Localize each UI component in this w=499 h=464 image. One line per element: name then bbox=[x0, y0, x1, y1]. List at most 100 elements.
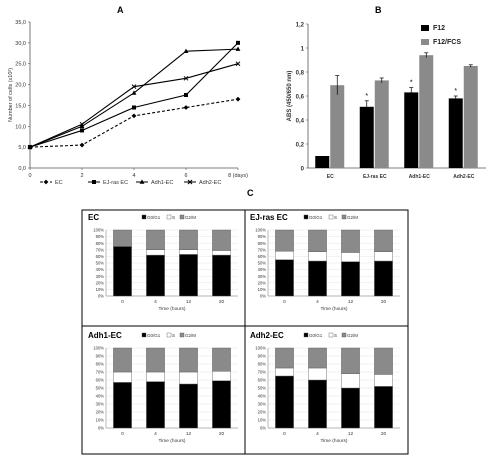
legend-label: G0/G1 bbox=[147, 333, 161, 338]
data-point bbox=[43, 179, 49, 185]
x-tick-label: 6 bbox=[184, 173, 187, 179]
y-tick-label: 60% bbox=[96, 378, 105, 383]
stacked-chart-adh1-ec: Adh1-EC G0/G1 S G2/M 0% 10% 20% 30% 40% 50% 60% 70%… bbox=[88, 331, 238, 444]
legend-label: G0/G1 bbox=[309, 215, 323, 220]
bar-segment-s bbox=[374, 374, 393, 387]
category-label: 20 bbox=[381, 431, 387, 437]
category-label: 4 bbox=[316, 431, 319, 437]
y-tick-label: 10% bbox=[258, 418, 267, 423]
significance-marker: * bbox=[454, 88, 457, 95]
bar-segment-g0-g1 bbox=[146, 381, 165, 429]
y-tick-label: 50% bbox=[258, 386, 267, 391]
y-tick-label: 70% bbox=[258, 247, 267, 252]
category-label: 4 bbox=[154, 431, 157, 437]
legend-entry: Adh2-EC bbox=[184, 179, 221, 186]
legend-entry: F12 bbox=[421, 25, 445, 32]
legend-label: G2/M bbox=[347, 333, 358, 338]
x-axis-label: Time (hours) bbox=[158, 438, 185, 444]
legend-swatch bbox=[341, 332, 347, 338]
chart-title: EJ-ras EC bbox=[250, 213, 288, 222]
bar-segment-g2-m bbox=[308, 229, 327, 252]
legend-label: Adh1-EC bbox=[151, 180, 173, 186]
data-point bbox=[235, 46, 241, 51]
legend-swatch bbox=[328, 332, 334, 338]
legend-swatch bbox=[328, 214, 334, 220]
x-axis-label: Time (hours) bbox=[158, 306, 185, 312]
bar-segment-s bbox=[341, 373, 360, 389]
stacked-chart-ec: EC G0/G1 S G2/M 0% 10% 20%30% 40%50% 60% 70%80% 90… bbox=[88, 213, 238, 312]
y-tick-label: 50% bbox=[96, 261, 105, 266]
bar-segment-g2-m bbox=[113, 347, 132, 373]
y-tick-label: 20,0 bbox=[15, 83, 26, 89]
y-tick-label: 100% bbox=[93, 346, 104, 351]
series-line-adh2-ec bbox=[27, 61, 241, 150]
bar-f12-fcs bbox=[463, 66, 478, 168]
legend-entry: Adh1-EC bbox=[136, 179, 173, 186]
y-axis-label: ABS (450/650 nm) bbox=[287, 71, 293, 122]
bar-segment-g0-g1 bbox=[275, 375, 294, 429]
panel-label-a: A bbox=[117, 5, 124, 15]
bar-segment-g2-m bbox=[179, 347, 198, 373]
y-tick-label: 80% bbox=[96, 241, 105, 246]
bar-segment-s bbox=[275, 250, 294, 260]
y-tick-label: 10% bbox=[96, 418, 105, 423]
legend-swatch bbox=[141, 214, 147, 220]
y-tick-label: 70% bbox=[96, 370, 105, 375]
y-tick-label: 80% bbox=[258, 362, 267, 367]
bar-segment-g2-m bbox=[113, 229, 132, 247]
bar-segment-g2-m bbox=[374, 229, 393, 252]
legend-label: EC bbox=[55, 180, 63, 186]
legend-label: Adh2-EC bbox=[199, 180, 221, 186]
y-tick-label: 10% bbox=[258, 287, 267, 292]
bar-segment-s bbox=[212, 250, 231, 256]
category-label: Adh2-EC bbox=[453, 174, 475, 180]
y-tick-label: 90% bbox=[96, 234, 105, 239]
x-tick-label: 4 bbox=[132, 173, 135, 179]
bar-segment-s bbox=[113, 371, 132, 383]
y-tick-label: 30% bbox=[96, 402, 105, 407]
y-tick-label: 40% bbox=[96, 394, 105, 399]
y-tick-label: 30,0 bbox=[15, 41, 26, 47]
bar-segment-g0-g1 bbox=[179, 383, 198, 429]
category-label: EC bbox=[327, 174, 334, 180]
y-tick-label: 50% bbox=[258, 261, 267, 266]
legend-entry: F12/FCS bbox=[421, 39, 461, 46]
legend-label: G2/M bbox=[347, 215, 358, 220]
stacked-cell-cycle-charts: EC G0/G1 S G2/M0%10%20%30%40%50%60%70%80%90… bbox=[81, 209, 409, 455]
y-tick-label: 50% bbox=[96, 386, 105, 391]
legend-label: F12 bbox=[433, 25, 445, 32]
legend-entry: EJ-ras EC bbox=[88, 180, 128, 186]
y-tick-label: 0,4 bbox=[296, 119, 305, 125]
bar-segment-s bbox=[308, 251, 327, 262]
bar-segment-g2-m bbox=[275, 229, 294, 252]
data-point bbox=[183, 48, 189, 53]
bar-f12-fcs bbox=[330, 85, 345, 168]
bar-segment-g0-g1 bbox=[275, 259, 294, 297]
y-tick-label: 10% bbox=[96, 287, 105, 292]
bar-segment-s bbox=[275, 367, 294, 377]
legend-swatch bbox=[303, 214, 309, 220]
y-tick-label: 0,8 bbox=[296, 71, 305, 77]
y-tick-label: 20% bbox=[258, 410, 267, 415]
data-point bbox=[139, 179, 145, 184]
bar-segment-g0-g1 bbox=[113, 246, 132, 297]
data-point bbox=[236, 40, 240, 45]
data-point bbox=[184, 93, 188, 97]
bar-segment-s bbox=[146, 249, 165, 256]
data-point bbox=[183, 75, 189, 81]
x-axis-label: Time (hours) bbox=[320, 306, 347, 312]
bar-f12-fcs bbox=[374, 80, 389, 168]
significance-marker: * bbox=[365, 93, 368, 100]
legend-label: F12/FCS bbox=[433, 39, 461, 46]
y-tick-label: 20% bbox=[258, 280, 267, 285]
legend-swatch bbox=[166, 214, 172, 220]
data-point bbox=[27, 144, 33, 150]
y-tick-label: 90% bbox=[258, 354, 267, 359]
bar-segment-g2-m bbox=[146, 229, 165, 250]
y-tick-label: 100% bbox=[255, 346, 266, 351]
legend-label: G0/G1 bbox=[147, 215, 161, 220]
y-tick-label: 0% bbox=[260, 294, 266, 299]
y-tick-label: 0% bbox=[98, 426, 104, 431]
data-point bbox=[79, 142, 85, 148]
bar-segment-g0-g1 bbox=[374, 260, 393, 297]
